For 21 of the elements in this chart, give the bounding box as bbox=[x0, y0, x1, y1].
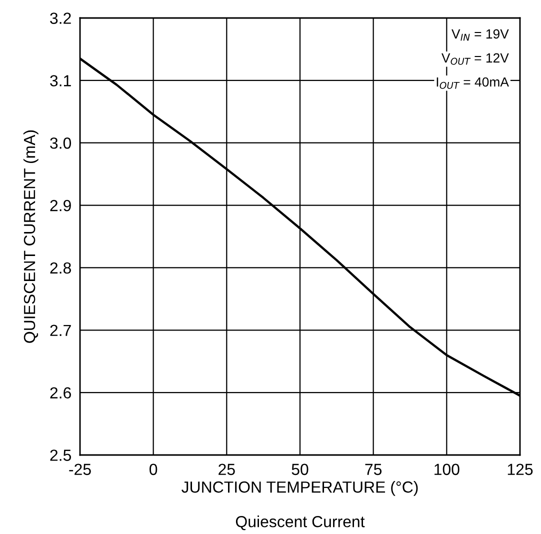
y-tick-label: 3.1 bbox=[50, 75, 71, 86]
text: Quiescent Current bbox=[236, 516, 365, 530]
x-tick-label: 75 bbox=[365, 464, 382, 476]
y-tick-label: 2.8 bbox=[50, 262, 71, 274]
x-axis-title: JUNCTION TEMPERATURE (°C) bbox=[182, 481, 418, 496]
x-tick-label: 25 bbox=[218, 464, 235, 476]
x-tick-label: 0 bbox=[150, 464, 158, 476]
y-tick-label: 3.2 bbox=[50, 12, 71, 24]
y-tick-label: 2.5 bbox=[50, 450, 71, 461]
y-tick-label: 2.7 bbox=[50, 324, 71, 336]
y-tick-label: 2.6 bbox=[50, 387, 71, 399]
x-tick-label: 100 bbox=[434, 464, 460, 476]
annotation: I$_{OUT}$ = 40mA bbox=[436, 77, 509, 89]
x-tick-label: 125 bbox=[508, 464, 533, 476]
x-tick-label: -25 bbox=[69, 464, 91, 476]
y-tick-label: 2.9 bbox=[50, 200, 71, 212]
y-axis-title: QUIESCENT CURRENT (mA) bbox=[23, 130, 38, 343]
x-tick-label: 50 bbox=[292, 464, 308, 476]
annotation: V$_{IN}$ = 19V bbox=[452, 29, 509, 41]
annotation: V$_{OUT}$ = 12V bbox=[442, 53, 509, 65]
y-tick-label: 3.0 bbox=[50, 137, 72, 149]
